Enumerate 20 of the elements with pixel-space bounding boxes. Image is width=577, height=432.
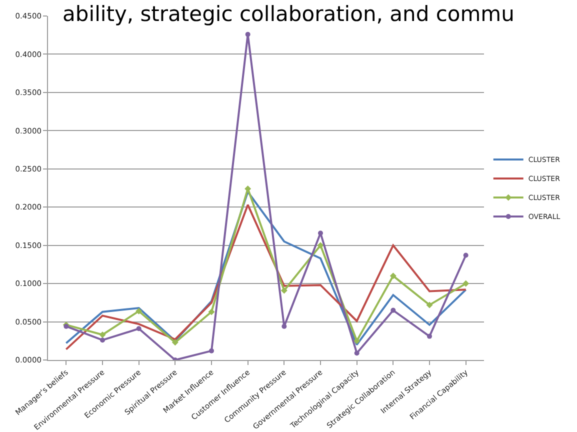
point — [354, 350, 360, 356]
point — [390, 272, 396, 280]
point — [427, 334, 432, 339]
point — [99, 332, 106, 338]
point — [100, 338, 105, 343]
point — [354, 338, 360, 344]
point — [136, 308, 142, 314]
point — [317, 242, 324, 249]
point — [172, 339, 178, 346]
point — [462, 280, 470, 287]
point — [209, 348, 214, 354]
point — [426, 302, 433, 308]
chart-title: ability, strategic collaboration, and commu — [62, 2, 514, 26]
point — [280, 287, 288, 294]
point — [136, 326, 142, 332]
point — [208, 308, 215, 316]
point — [282, 324, 287, 329]
point — [463, 252, 468, 258]
point — [390, 308, 396, 313]
point — [245, 32, 250, 37]
